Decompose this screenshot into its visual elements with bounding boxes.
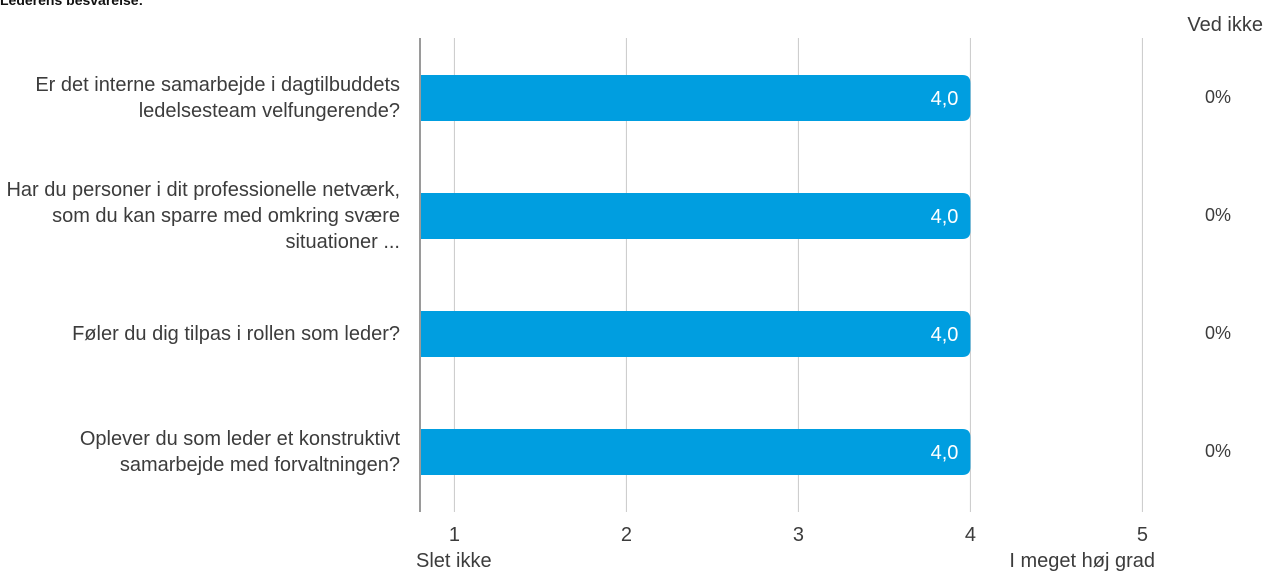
- x-tick-label: 4: [964, 524, 976, 546]
- question-label: Føler du dig tilpas i rollen som leder?: [72, 323, 400, 345]
- dont-know-value: 0%: [1204, 323, 1231, 343]
- bar: [421, 429, 971, 475]
- bar-value-label: 4,0: [931, 442, 959, 464]
- x-tick-label: 5: [1136, 524, 1148, 546]
- bar: [421, 193, 971, 239]
- bars: 4,0 4,0 4,0 4,0: [421, 75, 971, 475]
- dont-know-value: 0%: [1204, 205, 1231, 225]
- scale-low-label: Slet ikke: [416, 550, 492, 572]
- question-label: Har du personer i dit professionelle net…: [6, 179, 400, 253]
- dont-know-value: 0%: [1204, 441, 1231, 461]
- bar-value-label: 4,0: [931, 206, 959, 228]
- bar-value-label: 4,0: [931, 88, 959, 110]
- bar: [421, 75, 971, 121]
- x-tick-label: 3: [792, 524, 804, 546]
- x-tick-label: 2: [620, 524, 632, 546]
- dont-know-header: Ved ikke: [1187, 14, 1263, 36]
- chart-heading: Lederens besvarelse:: [0, 0, 144, 8]
- scale-high-label: I meget høj grad: [1009, 550, 1155, 572]
- x-tick-label: 1: [448, 524, 460, 546]
- question-label: Oplever du som leder et konstruktivt sam…: [79, 428, 400, 476]
- question-label: Er det interne samarbejde i dagtilbuddet…: [35, 74, 400, 122]
- dont-know-value: 0%: [1204, 87, 1231, 107]
- bar-value-label: 4,0: [931, 324, 959, 346]
- bar: [421, 311, 971, 357]
